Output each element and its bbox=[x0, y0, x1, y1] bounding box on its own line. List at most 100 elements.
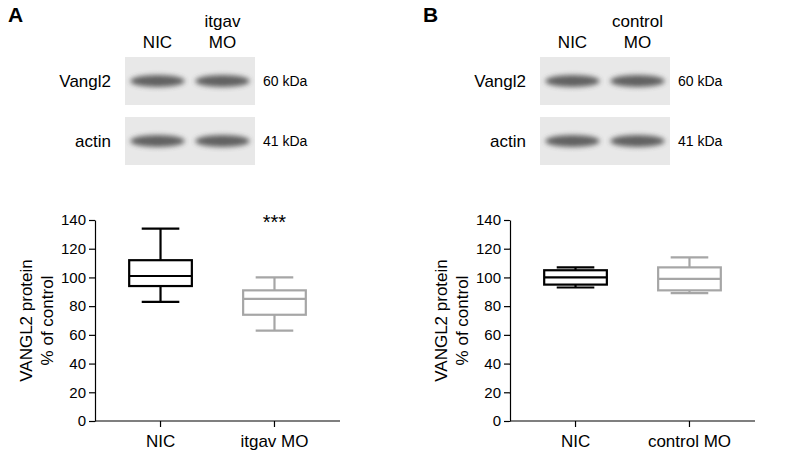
boxes bbox=[129, 229, 306, 331]
x-axis-line bbox=[95, 420, 340, 421]
y-axis-title: VANGL2 protein bbox=[432, 259, 451, 382]
whisker-high bbox=[688, 257, 690, 267]
y-tick: 80 bbox=[484, 297, 510, 314]
lane-label: NIC bbox=[558, 33, 587, 52]
panel-label: A bbox=[8, 3, 23, 26]
box bbox=[243, 290, 306, 314]
blot-size-label: 41 kDa bbox=[263, 133, 308, 149]
y-tick-mark bbox=[504, 363, 510, 364]
y-axis-line bbox=[95, 221, 96, 422]
blot-row-label: Vangl2 bbox=[474, 72, 526, 91]
panel-label: B bbox=[423, 3, 438, 26]
y-tick-label: 0 bbox=[493, 412, 501, 429]
y-tick: 60 bbox=[69, 326, 95, 343]
blot-background bbox=[125, 57, 255, 105]
boxes bbox=[544, 257, 721, 293]
y-tick: 40 bbox=[69, 355, 95, 372]
y-tick-mark bbox=[89, 249, 95, 250]
lane-label: itgavMO bbox=[205, 12, 241, 52]
y-tick-mark bbox=[89, 277, 95, 278]
x-tick: control MO bbox=[648, 421, 731, 451]
blot-size-label: 60 kDa bbox=[263, 73, 308, 89]
x-axis: NIC control MO bbox=[510, 421, 755, 451]
y-tick: 140 bbox=[476, 211, 510, 228]
y-tick-label: 120 bbox=[476, 240, 501, 257]
panel: BNICcontrolMOVangl260 kDaactin41 kDa0204… bbox=[423, 3, 755, 451]
median bbox=[129, 275, 192, 277]
y-tick-label: 80 bbox=[484, 297, 501, 314]
y-tick: 80 bbox=[69, 297, 95, 314]
y-tick: 40 bbox=[484, 355, 510, 372]
blot-band bbox=[610, 135, 665, 147]
lane-label: controlMO bbox=[612, 12, 663, 52]
x-axis-line bbox=[510, 420, 755, 421]
y-tick-label: 140 bbox=[61, 211, 86, 228]
blot-band bbox=[130, 75, 185, 87]
blot-background bbox=[540, 57, 670, 105]
x-tick: itgav MO bbox=[240, 421, 308, 451]
x-tick-mark bbox=[689, 421, 690, 427]
box bbox=[129, 260, 192, 286]
y-axis: 0 20 40 60 80 100 120 140 bbox=[61, 211, 96, 429]
blot-row-label: actin bbox=[75, 132, 111, 151]
blot-band bbox=[545, 75, 600, 87]
y-tick-mark bbox=[89, 421, 95, 422]
median bbox=[658, 278, 721, 280]
y-tick-mark bbox=[89, 306, 95, 307]
blot-band bbox=[130, 135, 185, 147]
y-tick-label: 0 bbox=[78, 412, 86, 429]
y-tick: 20 bbox=[69, 384, 95, 401]
median bbox=[243, 298, 306, 300]
x-tick-mark bbox=[274, 421, 275, 427]
blot-band bbox=[545, 135, 600, 147]
y-tick: 0 bbox=[78, 412, 95, 429]
blot-band bbox=[195, 135, 250, 147]
x-tick: NIC bbox=[561, 421, 590, 451]
x-tick-mark bbox=[575, 421, 576, 427]
blot-band bbox=[195, 75, 250, 87]
box bbox=[544, 270, 607, 284]
y-axis-line bbox=[510, 221, 511, 422]
median bbox=[544, 276, 607, 278]
blot-band bbox=[610, 75, 665, 87]
whisker-high-cap bbox=[142, 228, 180, 230]
figure: A NIC itgavMO Vangl2 60 kDa actin 41 kDa 0 20 40 6… bbox=[0, 0, 800, 465]
y-tick-label: 40 bbox=[69, 355, 86, 372]
whisker-low bbox=[273, 315, 275, 331]
whisker-low-cap bbox=[557, 286, 595, 288]
whisker-high bbox=[159, 229, 161, 261]
y-tick-mark bbox=[89, 220, 95, 221]
y-tick: 100 bbox=[61, 269, 95, 286]
y-axis-title: VANGL2 protein bbox=[17, 259, 36, 382]
y-tick: 0 bbox=[493, 412, 510, 429]
y-axis-title: % of control bbox=[453, 276, 472, 366]
x-tick-mark bbox=[160, 421, 161, 427]
y-tick-label: 60 bbox=[69, 326, 86, 343]
y-tick-mark bbox=[504, 421, 510, 422]
y-tick: 20 bbox=[484, 384, 510, 401]
x-tick: NIC bbox=[146, 421, 175, 451]
y-tick-label: 140 bbox=[476, 211, 501, 228]
y-tick-label: 80 bbox=[69, 297, 86, 314]
whisker-low bbox=[159, 286, 161, 302]
y-tick-mark bbox=[504, 392, 510, 393]
y-tick-mark bbox=[89, 363, 95, 364]
y-tick-mark bbox=[89, 335, 95, 336]
y-tick-label: 120 bbox=[61, 240, 86, 257]
y-tick-label: 60 bbox=[484, 326, 501, 343]
blot-row-label: Vangl2 bbox=[59, 72, 111, 91]
y-tick-mark bbox=[504, 335, 510, 336]
y-tick-mark bbox=[504, 220, 510, 221]
y-tick-mark bbox=[504, 249, 510, 250]
whisker-low-cap bbox=[256, 329, 294, 331]
y-axis: 020406080100120140 bbox=[476, 211, 511, 429]
blot-row-label: actin bbox=[490, 132, 526, 151]
whisker-high-cap bbox=[671, 256, 709, 258]
x-tick-label: NIC bbox=[561, 432, 590, 451]
x-tick-label: control MO bbox=[648, 432, 731, 451]
y-tick-mark bbox=[504, 306, 510, 307]
blot-background bbox=[125, 117, 255, 165]
y-tick-label: 40 bbox=[484, 355, 501, 372]
lane-label: NIC bbox=[143, 33, 172, 52]
whisker-low-cap bbox=[142, 301, 180, 303]
